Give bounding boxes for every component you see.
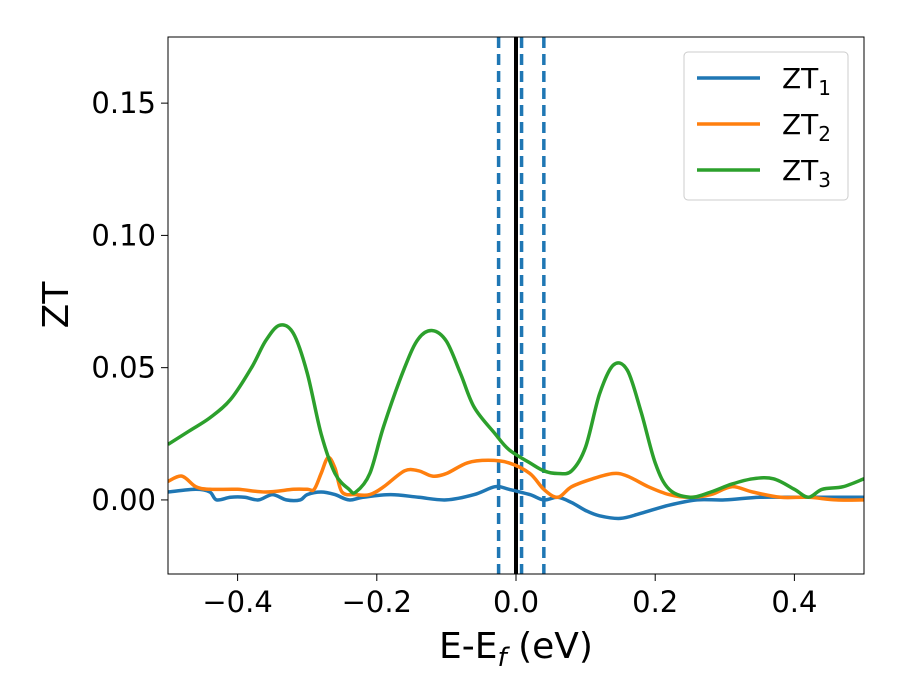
- x-axis-label: E-Ef (eV): [439, 626, 593, 673]
- y-tick-label: 0.10: [91, 218, 156, 252]
- y-axis-label: ZT: [36, 281, 77, 329]
- y-tick-label: 0.00: [91, 483, 156, 517]
- legend-label-zt2: ZT2: [782, 108, 831, 146]
- y-tick-label: 0.15: [91, 86, 156, 120]
- legend-label-zt1: ZT1: [782, 62, 831, 100]
- x-tick-label: 0.0: [493, 585, 539, 619]
- reference-lines: [496, 37, 546, 574]
- y-tick-label: 0.05: [91, 351, 156, 385]
- x-tick-label: −0.4: [202, 585, 272, 619]
- legend-label-zt3: ZT3: [782, 154, 831, 192]
- x-axis: −0.4 −0.2 0.0 0.2 0.4: [202, 574, 817, 619]
- x-tick-label: −0.2: [342, 585, 412, 619]
- series-lines: [168, 323, 864, 521]
- legend: ZT1 ZT2 ZT3: [683, 51, 849, 201]
- y-axis: 0.00 0.05 0.10 0.15: [91, 86, 168, 517]
- series-line-zt1: [168, 484, 864, 521]
- x-tick-label: 0.4: [771, 585, 817, 619]
- series-line-zt3: [168, 323, 864, 500]
- x-tick-label: 0.2: [632, 585, 678, 619]
- legend-box: [683, 51, 849, 201]
